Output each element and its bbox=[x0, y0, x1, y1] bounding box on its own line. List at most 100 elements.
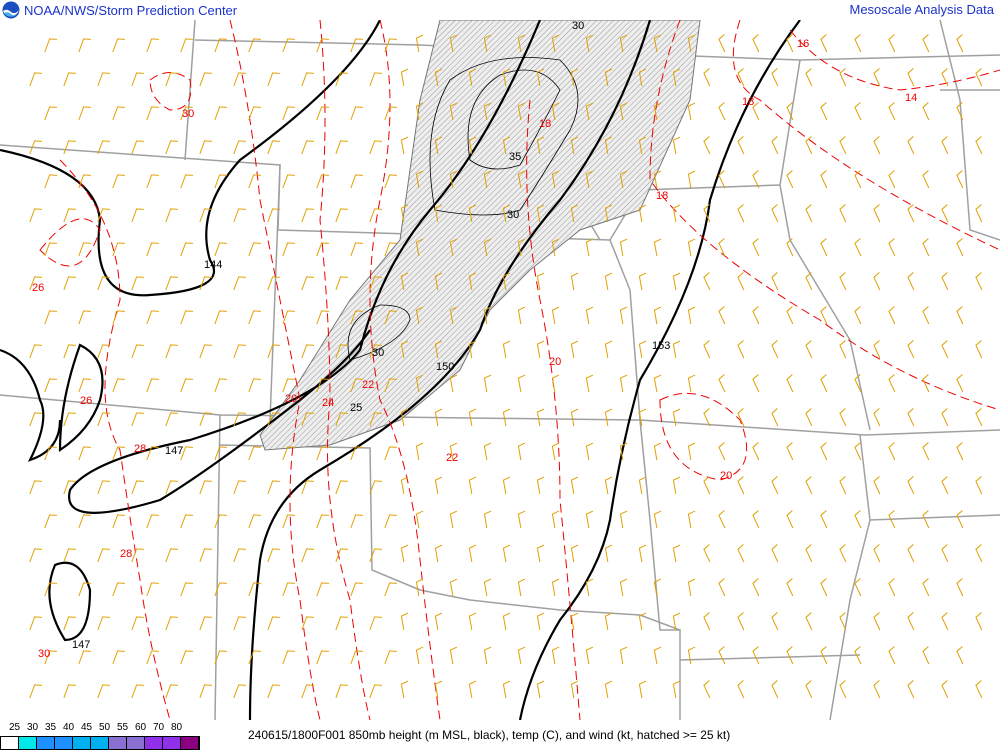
wind-labels: 30 35 30 30 25 bbox=[350, 20, 584, 414]
wind-barb bbox=[888, 306, 896, 325]
wind-barb bbox=[771, 408, 779, 427]
wind-barb bbox=[854, 442, 862, 461]
wind-barb bbox=[820, 578, 828, 597]
wind-barb bbox=[805, 476, 813, 495]
wind-barb bbox=[687, 238, 696, 257]
wind-barb bbox=[468, 408, 477, 427]
wind-barb bbox=[551, 510, 560, 529]
wind-barb bbox=[415, 578, 424, 597]
wind-barb bbox=[400, 544, 409, 563]
wind-barb bbox=[771, 68, 779, 87]
wind-barb bbox=[335, 140, 348, 155]
wind-barb bbox=[146, 514, 159, 529]
wind-barb bbox=[907, 272, 915, 291]
wind-barb bbox=[29, 412, 42, 427]
wind-barb bbox=[941, 408, 949, 427]
wind-barb bbox=[551, 102, 560, 121]
wind-barb bbox=[737, 136, 745, 155]
wind-barb bbox=[941, 612, 949, 631]
wind-barb bbox=[907, 68, 915, 87]
wind-barb bbox=[78, 378, 91, 393]
wind-barb bbox=[146, 38, 159, 53]
wind-barb bbox=[771, 476, 779, 495]
wind-barb bbox=[517, 34, 526, 53]
wind-barb bbox=[653, 646, 662, 665]
wind-barb bbox=[653, 306, 662, 325]
wind-barb bbox=[350, 650, 363, 665]
wind-barb bbox=[248, 38, 261, 53]
wind-barb bbox=[502, 476, 511, 495]
wind-barb bbox=[805, 612, 813, 631]
wind-barb bbox=[316, 310, 329, 325]
wind-barb bbox=[570, 68, 579, 87]
wind-barb bbox=[502, 544, 511, 563]
temp-label: 30 bbox=[38, 648, 50, 660]
wind-barb bbox=[703, 136, 711, 155]
wind-barb bbox=[350, 446, 363, 461]
temp-label: 20 bbox=[720, 470, 732, 482]
wind-barb bbox=[112, 446, 125, 461]
wind-barb bbox=[63, 208, 76, 223]
wind-barb bbox=[737, 612, 745, 631]
wind-barb bbox=[301, 548, 314, 563]
wind-barb bbox=[502, 680, 511, 699]
wind-barb bbox=[233, 548, 246, 563]
wind-barb bbox=[907, 136, 915, 155]
wind-barb bbox=[384, 174, 397, 189]
wind-barb bbox=[335, 684, 348, 699]
wind-barb bbox=[854, 238, 862, 257]
wind-barb bbox=[551, 306, 560, 325]
wind-barb bbox=[604, 544, 613, 563]
wind-barb bbox=[267, 616, 280, 631]
wind-barb bbox=[703, 680, 711, 699]
wind-barb bbox=[483, 34, 492, 53]
wind-barb bbox=[536, 68, 545, 87]
wind-barb bbox=[316, 650, 329, 665]
wind-barb bbox=[786, 34, 794, 53]
wind-barb bbox=[619, 442, 628, 461]
wind-barb bbox=[282, 106, 295, 121]
wind-barb bbox=[786, 374, 794, 393]
wind-barb bbox=[316, 378, 329, 393]
wind-barb bbox=[703, 476, 711, 495]
wind-barb bbox=[483, 170, 492, 189]
wind-barb bbox=[737, 680, 745, 699]
wind-barb bbox=[415, 510, 424, 529]
wind-barb bbox=[282, 242, 295, 257]
wind-barb bbox=[180, 514, 193, 529]
wind-barb bbox=[752, 374, 760, 393]
wind-barb bbox=[854, 578, 862, 597]
wind-barb bbox=[483, 646, 492, 665]
temp-label: 20 bbox=[549, 356, 561, 368]
wind-barb bbox=[97, 208, 110, 223]
wind-barb bbox=[956, 442, 964, 461]
wind-barb bbox=[820, 238, 828, 257]
wind-barb bbox=[517, 646, 526, 665]
wind-barb bbox=[233, 72, 246, 87]
wind-barb bbox=[672, 476, 681, 495]
wind-label: 30 bbox=[507, 209, 519, 221]
wind-barb bbox=[839, 136, 847, 155]
wind-barb bbox=[434, 340, 443, 359]
wind-barb bbox=[483, 442, 492, 461]
wind-barb bbox=[922, 578, 930, 597]
wind-barb bbox=[248, 378, 261, 393]
wind-barb bbox=[369, 480, 382, 495]
height-label: 147 bbox=[165, 445, 183, 457]
wind-barb bbox=[301, 344, 314, 359]
wind-barb bbox=[672, 340, 681, 359]
wind-barb bbox=[146, 650, 159, 665]
wind-barb bbox=[449, 646, 458, 665]
wind-label: 30 bbox=[572, 20, 584, 32]
wind-barb bbox=[44, 242, 57, 257]
wind-barb bbox=[180, 446, 193, 461]
wind-barb bbox=[199, 548, 212, 563]
wind-barb bbox=[604, 408, 613, 427]
wind-barb bbox=[400, 408, 409, 427]
wind-barb bbox=[638, 476, 647, 495]
wind-barb bbox=[415, 646, 424, 665]
wind-barb bbox=[335, 548, 348, 563]
wind-barb bbox=[585, 34, 594, 53]
wind-barb bbox=[873, 408, 881, 427]
wind-barb bbox=[956, 510, 964, 529]
